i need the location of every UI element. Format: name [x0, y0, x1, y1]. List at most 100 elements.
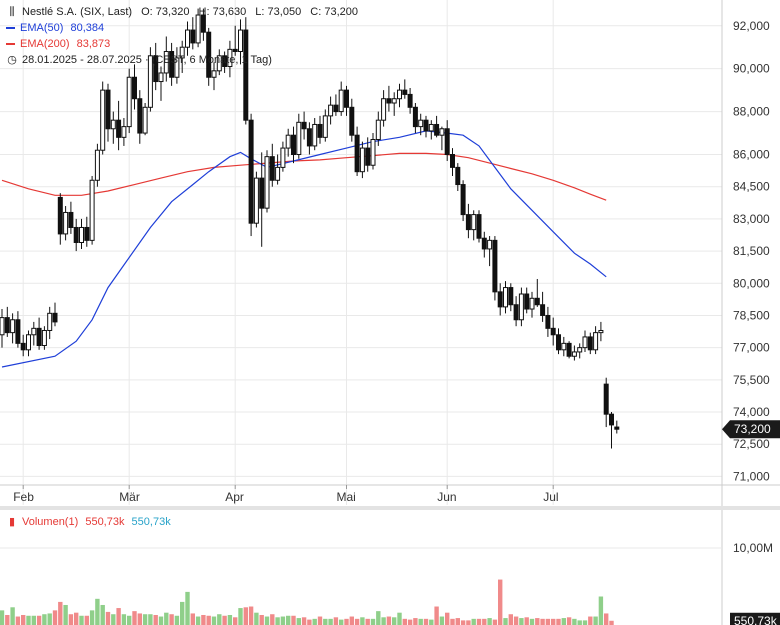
candle-body [540, 304, 546, 316]
ema200-value: 83,873 [76, 38, 111, 50]
candle-body [238, 29, 243, 53]
candle-body [328, 104, 334, 117]
volume-badge-value: 550,73k [734, 614, 778, 625]
candle-body [105, 89, 111, 130]
volume-bar [42, 614, 47, 625]
candle-body [26, 334, 31, 351]
candle-body [4, 317, 10, 334]
clock-icon: ◷ [7, 54, 17, 66]
candle-body [259, 177, 265, 209]
candle-body [614, 426, 620, 430]
candle-body [444, 128, 450, 156]
candle-body [179, 46, 185, 59]
x-tick-label: Apr [225, 490, 244, 504]
candle-body [386, 98, 392, 104]
volume-bar [492, 619, 498, 625]
candle-body [391, 98, 397, 104]
candle-body [423, 119, 429, 132]
x-tick-label: Mär [119, 490, 140, 504]
candle-body [232, 48, 238, 53]
volume-bar [10, 607, 15, 625]
candle-body [211, 70, 217, 78]
volume-bar [95, 598, 100, 625]
volume-bar [349, 616, 354, 625]
candle-body [545, 314, 551, 329]
candle-body [412, 106, 418, 128]
volume-bar [540, 618, 545, 625]
candle-body [216, 55, 222, 72]
volume-bar [545, 618, 551, 625]
candle-body [47, 312, 53, 331]
candle-body [492, 239, 498, 293]
volume-axis-label: 10,00M [733, 541, 773, 555]
volume-bar [58, 601, 63, 625]
volume-bar [439, 616, 445, 625]
volume-bar [386, 616, 392, 625]
volume-bar [254, 612, 259, 625]
y-tick-label: 86,000 [733, 148, 770, 162]
candle-body [381, 98, 387, 121]
volume-bar [296, 618, 301, 625]
volume-bar [423, 618, 429, 625]
ema50-value: 80,384 [70, 22, 105, 34]
volume-bar [26, 615, 31, 625]
candle-body [317, 123, 323, 138]
candle-body [227, 48, 233, 68]
candle-body [36, 327, 42, 347]
volume-bar [333, 617, 339, 625]
volume-bar [365, 618, 370, 625]
volume-bar [429, 619, 434, 625]
candle-body [296, 121, 302, 156]
volume-bar [211, 616, 217, 625]
open-value: 73,320 [155, 6, 190, 18]
volume-bar [487, 618, 492, 625]
candle-body [518, 293, 524, 321]
volume-bar [450, 618, 455, 625]
volume-value-blue: 550,73k [131, 516, 171, 528]
volume-bar [217, 614, 222, 625]
candle-body [110, 119, 116, 130]
candle-body [508, 287, 514, 306]
volume-bar [47, 613, 52, 625]
volume-bar [89, 610, 95, 625]
candle-body [200, 14, 206, 33]
volume-bar [0, 610, 5, 625]
volume-bar [482, 618, 487, 625]
candle-body [524, 293, 530, 310]
volume-bar [577, 620, 582, 625]
volume-bar [201, 614, 206, 625]
volume-bar [413, 618, 418, 625]
candle-body [487, 239, 493, 250]
ema50-swatch [6, 27, 15, 30]
volume-bar [460, 620, 466, 625]
low-label: L: [255, 6, 265, 18]
ema50-legend[interactable]: EMA(50) 80,384 [6, 20, 104, 36]
volume-bar [381, 617, 386, 625]
volume-bar [259, 614, 264, 625]
candle-body [41, 329, 47, 347]
volume-bar [301, 617, 307, 625]
price-axis: 92,000 90,000 88,000 86,000 84,500 83,000 81,5… [733, 19, 770, 484]
volume-bar [100, 604, 105, 625]
candle-body [465, 214, 471, 231]
ema50-line [1, 130, 607, 368]
volume-bar [529, 618, 535, 625]
instrument-title: Nestlé S.A. (SIX, Last) [22, 6, 133, 18]
candle-body [529, 297, 535, 310]
volume-legend[interactable]: ▮ Volumen(1) 550,73k 550,73k [6, 514, 171, 530]
volume-bar [508, 614, 513, 625]
candle-body [571, 351, 577, 357]
volume-bar [307, 619, 312, 625]
candle-body [397, 89, 402, 100]
volume-bar [588, 616, 593, 625]
volume-bar [312, 618, 317, 625]
volume-bar [556, 618, 561, 625]
candle-body [587, 336, 593, 351]
ema200-legend[interactable]: EMA(200) 83,873 [6, 36, 110, 52]
volume-bar [206, 615, 211, 625]
volume-bar [418, 618, 423, 625]
candle-body [142, 106, 148, 134]
y-tick-label: 81,500 [733, 244, 770, 258]
